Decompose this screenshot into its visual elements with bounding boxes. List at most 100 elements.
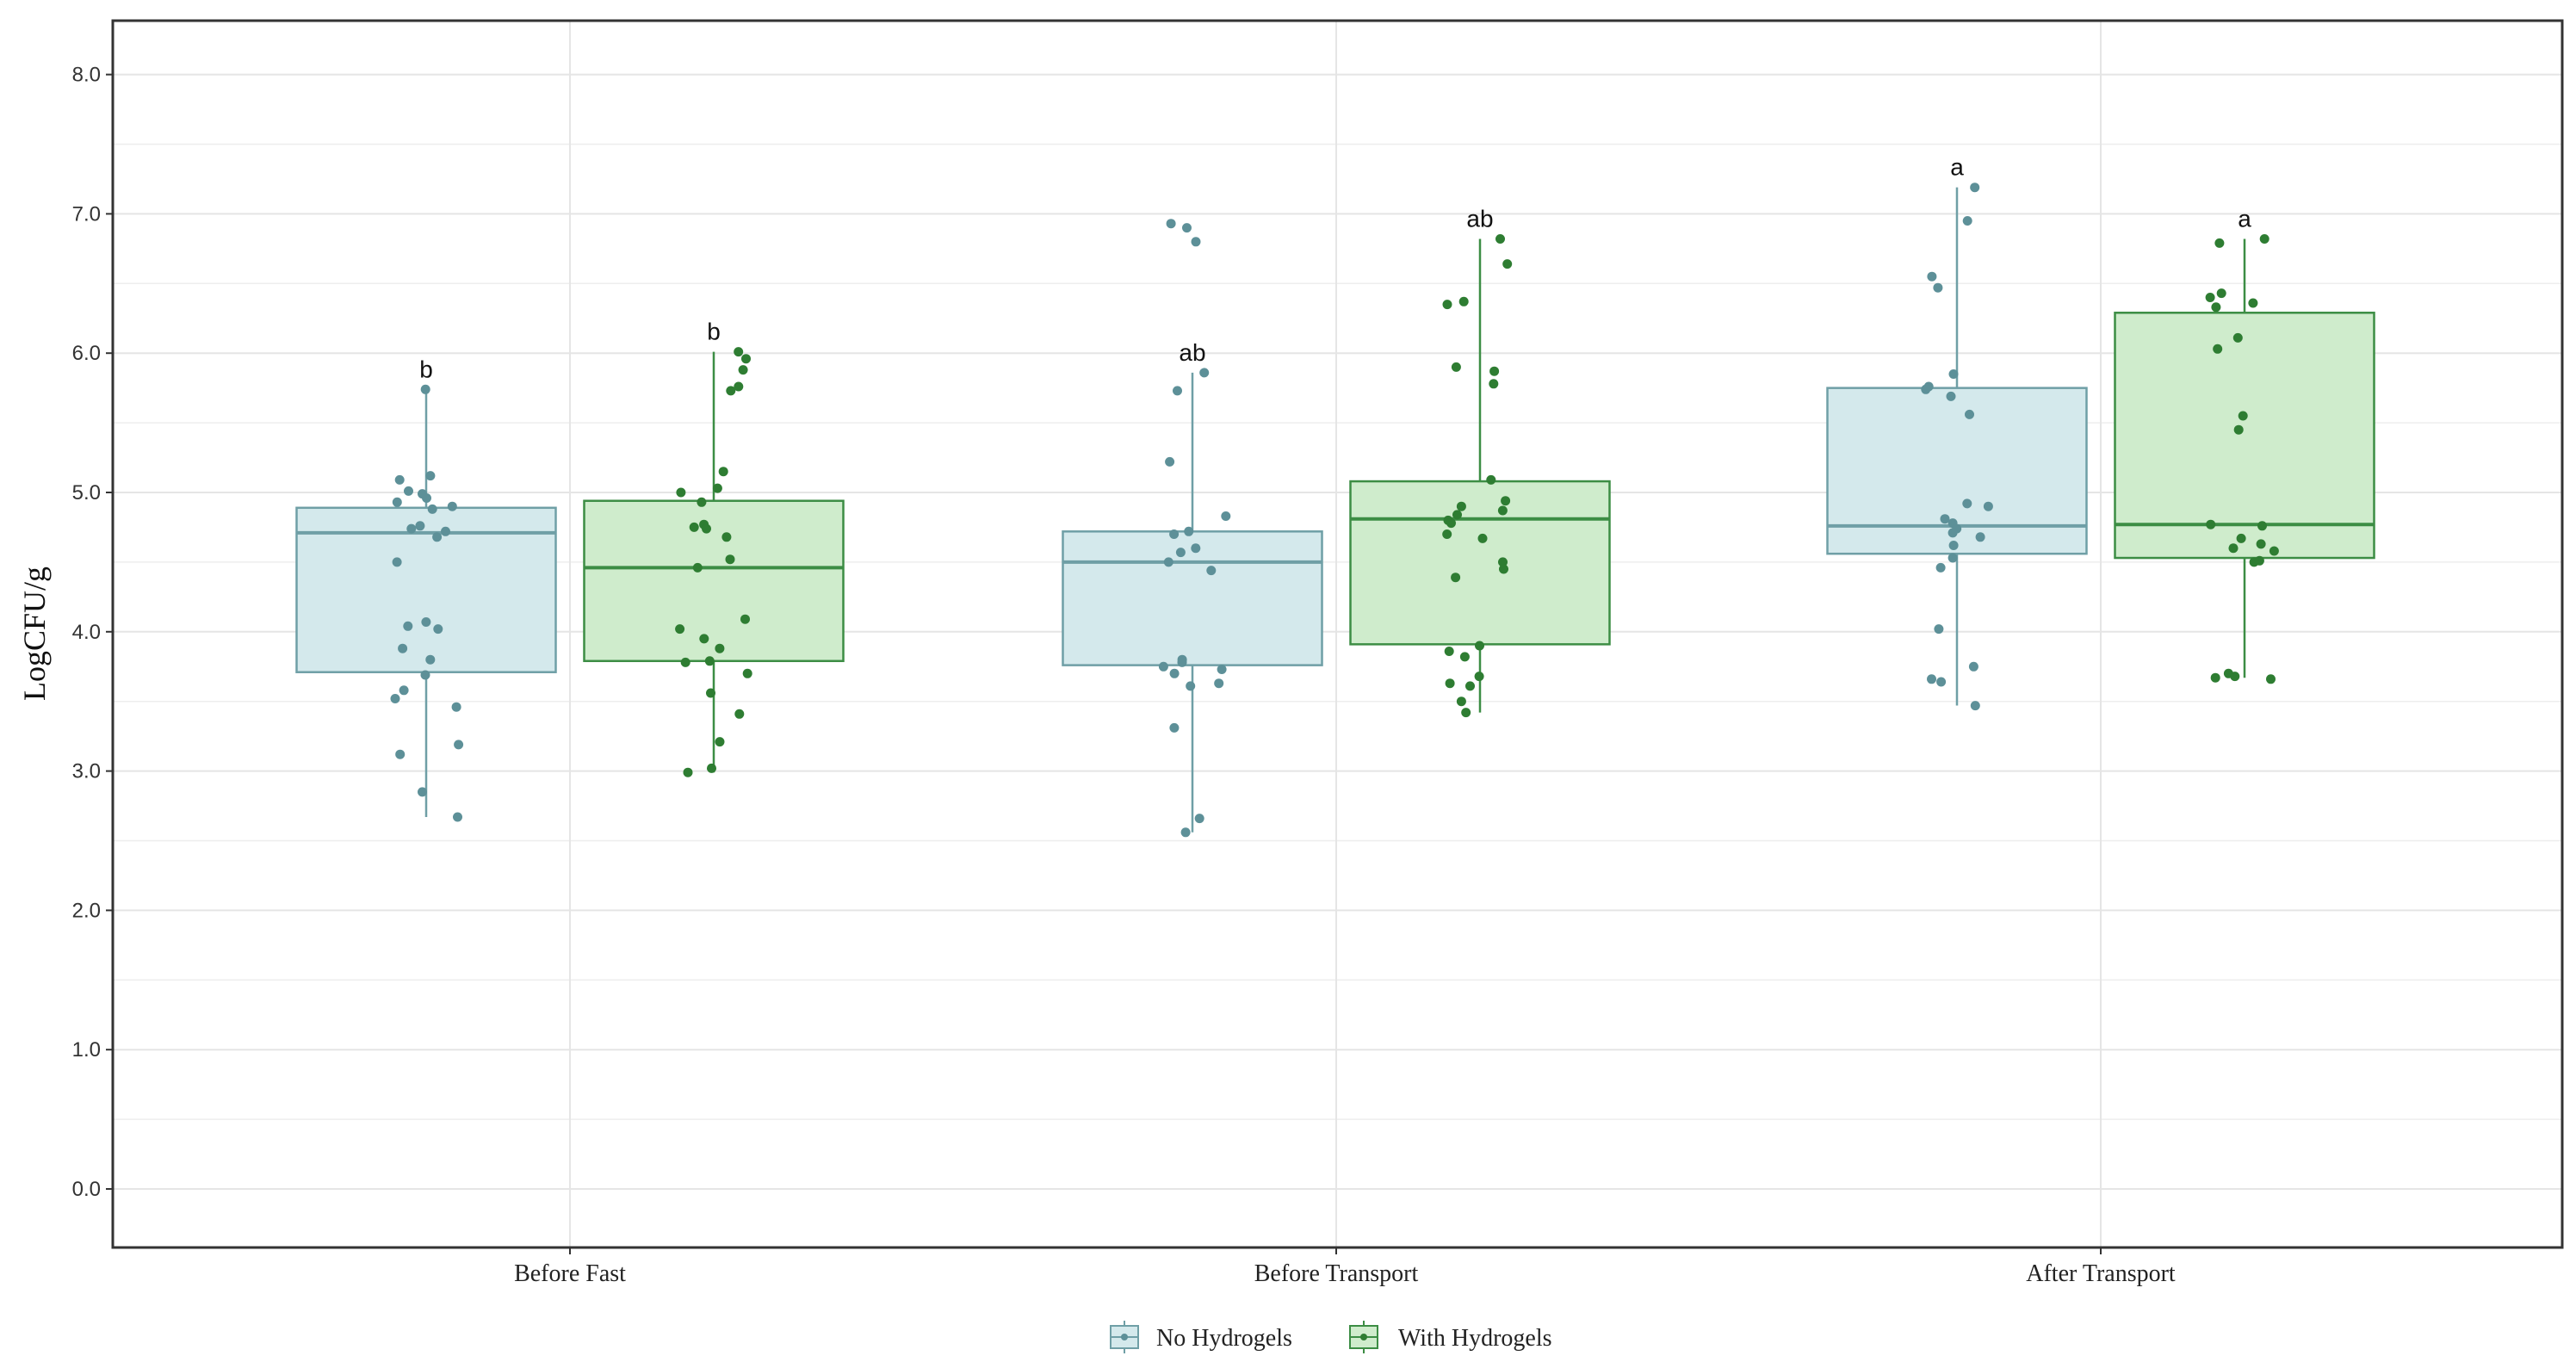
data-point-no-hydrogels-before-transport <box>1158 661 1168 672</box>
data-point-no-hydrogels-before-fast <box>406 523 417 534</box>
data-point-no-hydrogels-before-fast <box>451 702 461 712</box>
data-point-with-hydrogels-before-fast <box>740 614 750 624</box>
plot-frame <box>111 19 2564 1249</box>
data-point-no-hydrogels-before-fast <box>390 694 400 703</box>
data-point-with-hydrogels-before-fast <box>706 688 715 698</box>
data-point-with-hydrogels-before-fast <box>734 347 744 357</box>
data-point-with-hydrogels-before-fast <box>689 522 699 532</box>
significance-letter-with-hydrogels-before-transport: ab <box>1466 206 1493 232</box>
data-point-with-hydrogels-after-transport <box>2259 234 2269 244</box>
data-point-no-hydrogels-before-fast <box>395 749 406 759</box>
y-axis-title: LogCFU/g <box>17 566 52 701</box>
data-point-with-hydrogels-before-transport <box>1451 362 1461 372</box>
data-point-no-hydrogels-after-transport <box>1962 498 1972 509</box>
data-point-with-hydrogels-before-fast <box>742 668 752 678</box>
legend-label-with-hydrogels: With Hydrogels <box>1398 1325 1552 1352</box>
data-point-no-hydrogels-after-transport <box>1970 701 1980 711</box>
data-point-with-hydrogels-after-transport <box>2248 298 2258 308</box>
data-point-no-hydrogels-before-fast <box>447 501 457 511</box>
data-point-with-hydrogels-before-transport <box>1465 681 1475 691</box>
data-point-no-hydrogels-before-fast <box>441 526 450 536</box>
data-point-no-hydrogels-before-fast <box>421 617 431 627</box>
data-point-no-hydrogels-before-transport <box>1180 827 1191 838</box>
data-point-no-hydrogels-before-fast <box>398 643 408 653</box>
data-point-no-hydrogels-after-transport <box>1935 562 1946 573</box>
significance-letter-no-hydrogels-after-transport: a <box>1950 154 1964 181</box>
legend: No Hydrogels With Hydrogels <box>1110 1321 1552 1353</box>
data-point-with-hydrogels-before-transport <box>1474 672 1484 682</box>
data-point-with-hydrogels-before-transport <box>1445 678 1455 689</box>
data-point-no-hydrogels-after-transport <box>1968 661 1978 672</box>
data-point-with-hydrogels-before-transport <box>1452 510 1462 520</box>
data-point-no-hydrogels-before-transport <box>1194 814 1204 824</box>
data-point-with-hydrogels-before-fast <box>715 643 725 653</box>
data-point-no-hydrogels-before-transport <box>1163 557 1173 567</box>
data-point-with-hydrogels-after-transport <box>2257 521 2267 531</box>
box-layer <box>295 187 2375 833</box>
data-point-no-hydrogels-before-fast <box>399 685 409 696</box>
data-point-no-hydrogels-after-transport <box>1936 677 1947 687</box>
data-point-with-hydrogels-before-transport <box>1451 573 1461 583</box>
data-point-no-hydrogels-after-transport <box>1947 553 1958 563</box>
data-point-no-hydrogels-after-transport <box>1947 528 1958 538</box>
data-point-no-hydrogels-after-transport <box>1940 514 1950 524</box>
data-point-no-hydrogels-after-transport <box>1970 183 1980 193</box>
data-point-with-hydrogels-before-transport <box>1442 300 1452 310</box>
data-point-no-hydrogels-before-fast <box>392 557 402 567</box>
data-point-with-hydrogels-before-fast <box>715 737 725 747</box>
data-point-with-hydrogels-before-transport <box>1501 496 1511 506</box>
data-point-with-hydrogels-before-fast <box>734 709 745 719</box>
data-point-with-hydrogels-before-transport <box>1499 564 1508 574</box>
data-point-with-hydrogels-before-fast <box>675 624 685 635</box>
data-point-with-hydrogels-before-fast <box>712 483 722 493</box>
data-point-with-hydrogels-after-transport <box>2249 557 2259 567</box>
data-point-with-hydrogels-before-fast <box>699 634 709 644</box>
data-point-with-hydrogels-before-transport <box>1489 379 1499 389</box>
y-tick-label: 0.0 <box>72 1178 101 1201</box>
data-point-no-hydrogels-before-fast <box>432 532 443 542</box>
data-point-with-hydrogels-before-transport <box>1477 533 1488 543</box>
data-point-with-hydrogels-before-fast <box>683 767 693 777</box>
data-point-with-hydrogels-before-transport <box>1495 234 1505 244</box>
data-point-no-hydrogels-before-fast <box>454 740 464 750</box>
data-point-with-hydrogels-before-fast <box>741 354 751 364</box>
data-point-with-hydrogels-after-transport <box>2269 546 2279 556</box>
data-point-no-hydrogels-before-fast <box>453 812 462 822</box>
data-point-no-hydrogels-before-fast <box>420 384 430 394</box>
data-point-with-hydrogels-after-transport <box>2236 533 2246 543</box>
legend-item-with-hydrogels[interactable]: With Hydrogels <box>1349 1321 1552 1353</box>
data-point-with-hydrogels-before-transport <box>1456 696 1466 707</box>
y-tick-label: 2.0 <box>72 899 101 922</box>
data-point-no-hydrogels-before-fast <box>404 486 413 496</box>
data-point-with-hydrogels-before-fast <box>726 386 736 396</box>
data-point-no-hydrogels-before-transport <box>1184 526 1194 536</box>
data-point-with-hydrogels-before-fast <box>725 554 735 565</box>
data-point-no-hydrogels-before-fast <box>425 471 436 481</box>
y-tick-label: 3.0 <box>72 760 101 783</box>
legend-item-no-hydrogels[interactable]: No Hydrogels <box>1110 1321 1292 1353</box>
data-point-with-hydrogels-before-transport <box>1475 641 1484 651</box>
data-point-with-hydrogels-after-transport <box>2214 238 2225 248</box>
data-point-with-hydrogels-before-transport <box>1446 518 1456 529</box>
data-point-with-hydrogels-before-fast <box>734 381 744 392</box>
data-point-with-hydrogels-before-transport <box>1442 529 1452 539</box>
data-point-no-hydrogels-after-transport <box>1965 409 1974 419</box>
significance-letter-with-hydrogels-before-fast: b <box>707 319 721 345</box>
data-point-with-hydrogels-before-transport <box>1459 652 1470 662</box>
data-point-no-hydrogels-before-transport <box>1182 223 1192 233</box>
data-point-with-hydrogels-before-transport <box>1461 708 1471 718</box>
y-tick-label: 7.0 <box>72 202 101 226</box>
data-point-no-hydrogels-before-fast <box>422 493 431 503</box>
data-point-with-hydrogels-before-transport <box>1458 296 1469 306</box>
data-point-with-hydrogels-before-fast <box>702 523 711 534</box>
y-tick-label: 1.0 <box>72 1038 101 1062</box>
box-with-hydrogels-before-fast <box>583 499 845 663</box>
data-point-with-hydrogels-before-fast <box>718 467 728 477</box>
data-point-no-hydrogels-before-transport <box>1214 678 1224 689</box>
y-tick-label: 5.0 <box>72 481 101 505</box>
data-point-with-hydrogels-after-transport <box>2206 519 2216 529</box>
data-point-with-hydrogels-after-transport <box>2266 674 2276 684</box>
data-point-with-hydrogels-before-fast <box>676 487 686 498</box>
